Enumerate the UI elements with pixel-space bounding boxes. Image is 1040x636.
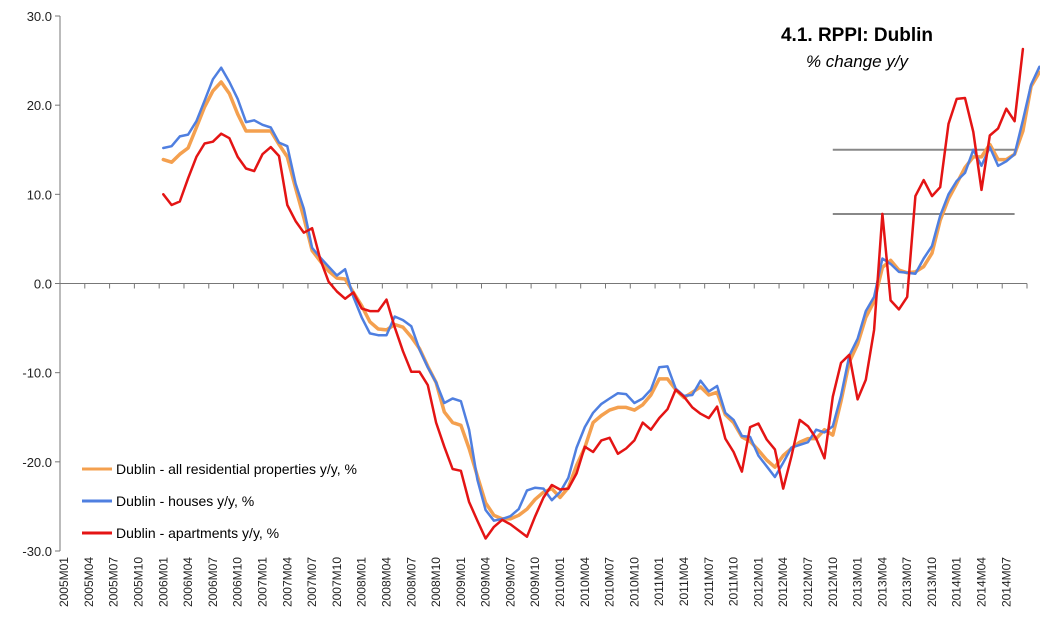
x-tick-label: 2014M07 (999, 557, 1013, 607)
x-axis-tick-labels: 2005M01 2005M04 2005M07 2005M10 2006M01 2006M… (57, 557, 1013, 607)
y-tick-label: 20.0 (27, 98, 52, 113)
x-tick-label: 2007M04 (280, 557, 294, 607)
x-tick-label: 2006M04 (181, 557, 195, 607)
legend: Dublin - all residential properties y/y,… (82, 461, 357, 541)
x-tick-label: 2011M04 (677, 557, 691, 606)
x-tick-label: 2009M07 (503, 557, 517, 607)
x-tick-label: 2006M01 (156, 557, 170, 607)
x-tick-label: 2006M07 (206, 557, 220, 607)
legend-label-all: Dublin - all residential properties y/y,… (116, 461, 357, 477)
chart-title: 4.1. RPPI: Dublin (781, 25, 933, 46)
x-tick-label: 2013M07 (900, 557, 914, 607)
x-tick-label: 2010M04 (578, 557, 592, 607)
x-tick-label: 2005M07 (107, 557, 121, 607)
y-tick-label: 0.0 (34, 277, 52, 292)
x-tick-label: 2007M01 (255, 557, 269, 607)
y-axis-tick-labels: 30.0 20.0 10.0 0.0 -10.0 -20.0 -30.0 (22, 9, 52, 559)
x-tick-label: 2009M10 (528, 557, 542, 607)
x-tick-label: 2005M04 (82, 557, 96, 607)
y-tick-label: 30.0 (27, 9, 52, 24)
x-tick-label: 2010M07 (603, 557, 617, 607)
series-lines (161, 47, 1040, 540)
series-line-houses (162, 65, 1040, 522)
x-tick-label: 2011M10 (727, 557, 741, 606)
y-tick-label: -20.0 (22, 455, 52, 470)
x-tick-label: 2008M04 (379, 557, 393, 607)
x-tick-label: 2012M04 (776, 557, 790, 607)
x-tick-label: 2010M10 (627, 557, 641, 607)
x-tick-label: 2008M01 (355, 557, 369, 607)
x-tick-label: 2014M04 (975, 557, 989, 607)
chart-subtitle: % change y/y (806, 52, 910, 71)
y-tick-label: -30.0 (22, 544, 52, 559)
x-tick-label: 2005M10 (132, 557, 146, 607)
legend-label-houses: Dublin - houses y/y, % (116, 493, 254, 509)
x-tick-label: 2013M10 (925, 557, 939, 607)
x-tick-label: 2012M01 (751, 557, 765, 607)
y-tick-label: -10.0 (22, 366, 52, 381)
grid-layer (55, 15, 1028, 552)
y-tick-label: 10.0 (27, 187, 52, 202)
x-tick-label: 2005M01 (57, 557, 71, 607)
x-tick-label: 2011M01 (652, 557, 666, 606)
x-tick-label: 2012M07 (801, 557, 815, 607)
x-tick-label: 2008M07 (404, 557, 418, 607)
x-tick-label: 2007M10 (330, 557, 344, 607)
x-tick-label: 2007M07 (305, 557, 319, 607)
x-tick-label: 2011M07 (702, 557, 716, 606)
x-tick-label: 2010M01 (553, 557, 567, 607)
x-tick-label: 2012M10 (826, 557, 840, 607)
legend-label-apartments: Dublin - apartments y/y, % (116, 525, 279, 541)
x-tick-label: 2009M04 (479, 557, 493, 607)
x-tick-label: 2008M10 (429, 557, 443, 607)
x-tick-label: 2006M10 (231, 557, 245, 607)
x-tick-label: 2009M01 (454, 557, 468, 607)
x-tick-label: 2013M01 (851, 557, 865, 607)
x-tick-label: 2014M01 (950, 557, 964, 607)
x-tick-label: 2013M04 (875, 557, 889, 607)
series-line-apartments (162, 47, 1025, 540)
